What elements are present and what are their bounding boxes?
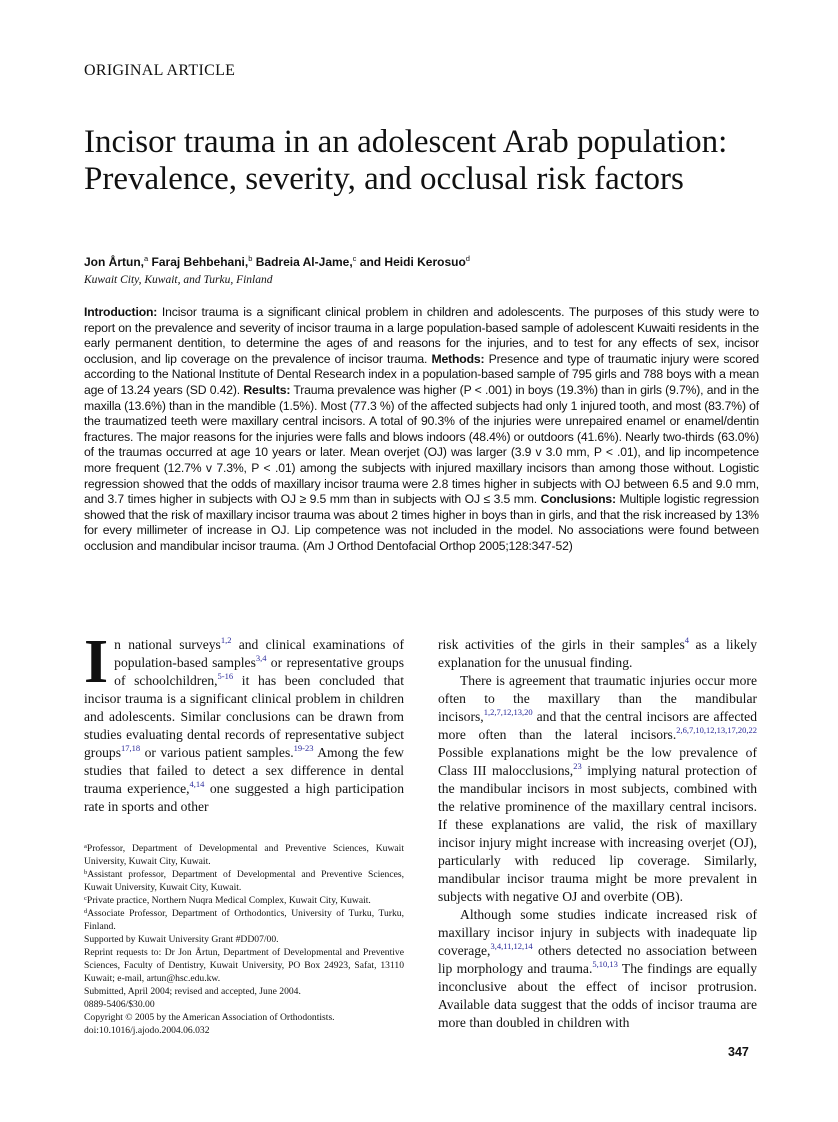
footnote: doi:10.1016/j.ajodo.2004.06.032 (84, 1024, 404, 1037)
footnote-text: Private practice, Northern Nuqra Medical… (86, 895, 371, 906)
abstract-text: Multiple logistic regression showed that… (84, 492, 759, 553)
body-text: or various patient samples. (140, 745, 294, 760)
abstract-heading: Introduction: (84, 305, 158, 319)
author-affiliation-mark: d (465, 254, 470, 263)
abstract-heading: Methods: (431, 351, 485, 366)
author-affiliation-mark: a (144, 254, 149, 263)
footnote: cPrivate practice, Northern Nuqra Medica… (84, 894, 404, 907)
abstract-text: Incisor trauma is a significant clinical… (84, 305, 759, 366)
body-text: There is agreement that traumatic injuri… (438, 673, 757, 724)
body-paragraph: There is agreement that traumatic injuri… (438, 672, 757, 906)
body-text: The findings are equally inconclusive ab… (438, 961, 757, 1030)
abstract: Introduction: Incisor trauma is a signif… (84, 305, 759, 555)
footnote-text: Professor, Department of Developmental a… (84, 843, 404, 867)
footnotes: aProfessor, Department of Developmental … (84, 842, 404, 1037)
citation-link[interactable]: 1,2 (220, 635, 232, 645)
author-name: Faraj Behbehani, (151, 255, 249, 269)
body-paragraph: Although some studies indicate increased… (438, 906, 757, 1032)
citation-link[interactable]: 2,6,7,10,12,13,17,20,22 (676, 725, 757, 735)
footnote-text: Submitted, April 2004; revised and accep… (84, 986, 301, 997)
body-paragraph: risk activities of the girls in their sa… (438, 636, 757, 672)
footnote: aProfessor, Department of Developmental … (84, 842, 404, 868)
drop-cap: I (84, 628, 109, 696)
footnote-mark: c (84, 895, 87, 902)
body-text: it has been concluded that incisor traum… (84, 673, 404, 760)
footnote-text: Assistant professor, Department of Devel… (84, 869, 404, 893)
footnote: Reprint requests to: Dr Jon Årtun, Depar… (84, 946, 404, 985)
footnote-text: Associate Professor, Department of Ortho… (84, 908, 404, 932)
body-text: risk activities of the girls in their sa… (438, 637, 685, 652)
abstract-text: Presence and type of traumatic injury we… (84, 351, 759, 397)
author-list: Jon Årtun,a Faraj Behbehani,b Badreia Al… (84, 254, 470, 269)
author-name: and Heidi Kerosuo (359, 255, 466, 269)
body-text: one suggested a high participation rate … (84, 781, 404, 814)
page-number: 347 (728, 1045, 749, 1059)
author-affiliation-mark: c (352, 254, 357, 263)
body-text: others detected no association between l… (438, 943, 757, 976)
footnote: Copyright © 2005 by the American Associa… (84, 1011, 404, 1024)
citation-link[interactable]: 5,10,13 (592, 959, 618, 969)
footnote-text: doi:10.1016/j.ajodo.2004.06.032 (84, 1025, 210, 1036)
footnote: dAssociate Professor, Department of Orth… (84, 907, 404, 933)
footnote-text: Copyright © 2005 by the American Associa… (84, 1012, 335, 1023)
citation-link[interactable]: 19-23 (293, 743, 314, 753)
author-affiliation-mark: b (248, 254, 253, 263)
citation-link[interactable]: 3,4,11,12,14 (490, 941, 533, 951)
body-text: Possible explanations might be the low p… (438, 745, 757, 778)
citation-link[interactable]: 17,18 (121, 743, 141, 753)
author-name: Jon Årtun, (84, 255, 144, 269)
footnote: 0889-5406/$30.00 (84, 998, 404, 1011)
footnote: bAssistant professor, Department of Deve… (84, 868, 404, 894)
body-text: and clinical examinations of population-… (114, 637, 404, 670)
footnote-mark: d (84, 908, 88, 915)
footnote-mark: b (84, 869, 88, 876)
body-text: Although some studies indicate increased… (438, 907, 757, 958)
citation-link[interactable]: 3,4 (255, 653, 267, 663)
abstract-text: Trauma prevalence was higher (P < .001) … (84, 382, 759, 507)
body-text: Among the few studies that failed to det… (84, 745, 404, 796)
footnote-text: Supported by Kuwait University Grant #DD… (84, 934, 279, 945)
citation-link[interactable]: 4,14 (189, 779, 205, 789)
author-name: Badreia Al-Jame, (255, 255, 353, 269)
citation-link[interactable]: 1,2,7,12,13,20 (483, 707, 533, 717)
citation-link[interactable]: 5-16 (217, 671, 234, 681)
body-column-right: risk activities of the girls in their sa… (438, 636, 757, 1032)
body-text: n national surveys (114, 637, 221, 652)
section-label: ORIGINAL ARTICLE (84, 62, 236, 79)
footnote: Supported by Kuwait University Grant #DD… (84, 933, 404, 946)
footnote-text: 0889-5406/$30.00 (84, 999, 155, 1010)
body-text: and that the central incisors are affect… (438, 709, 757, 742)
body-text: as a likely explanation for the unusual … (438, 637, 757, 670)
citation-link[interactable]: 4 (684, 635, 689, 645)
body-text: implying natural protection of the mandi… (438, 763, 757, 904)
footnote: Submitted, April 2004; revised and accep… (84, 985, 404, 998)
article-title: Incisor trauma in an adolescent Arab pop… (84, 124, 728, 197)
footnote-mark: a (84, 843, 87, 850)
abstract-heading: Results: (243, 382, 291, 397)
footnote-text: Reprint requests to: Dr Jon Årtun, Depar… (84, 947, 404, 984)
affiliation: Kuwait City, Kuwait, and Turku, Finland (84, 274, 273, 286)
abstract-heading: Conclusions: (540, 492, 617, 507)
body-text: or representative groups of schoolchildr… (114, 655, 404, 688)
citation-link[interactable]: 23 (573, 761, 582, 771)
